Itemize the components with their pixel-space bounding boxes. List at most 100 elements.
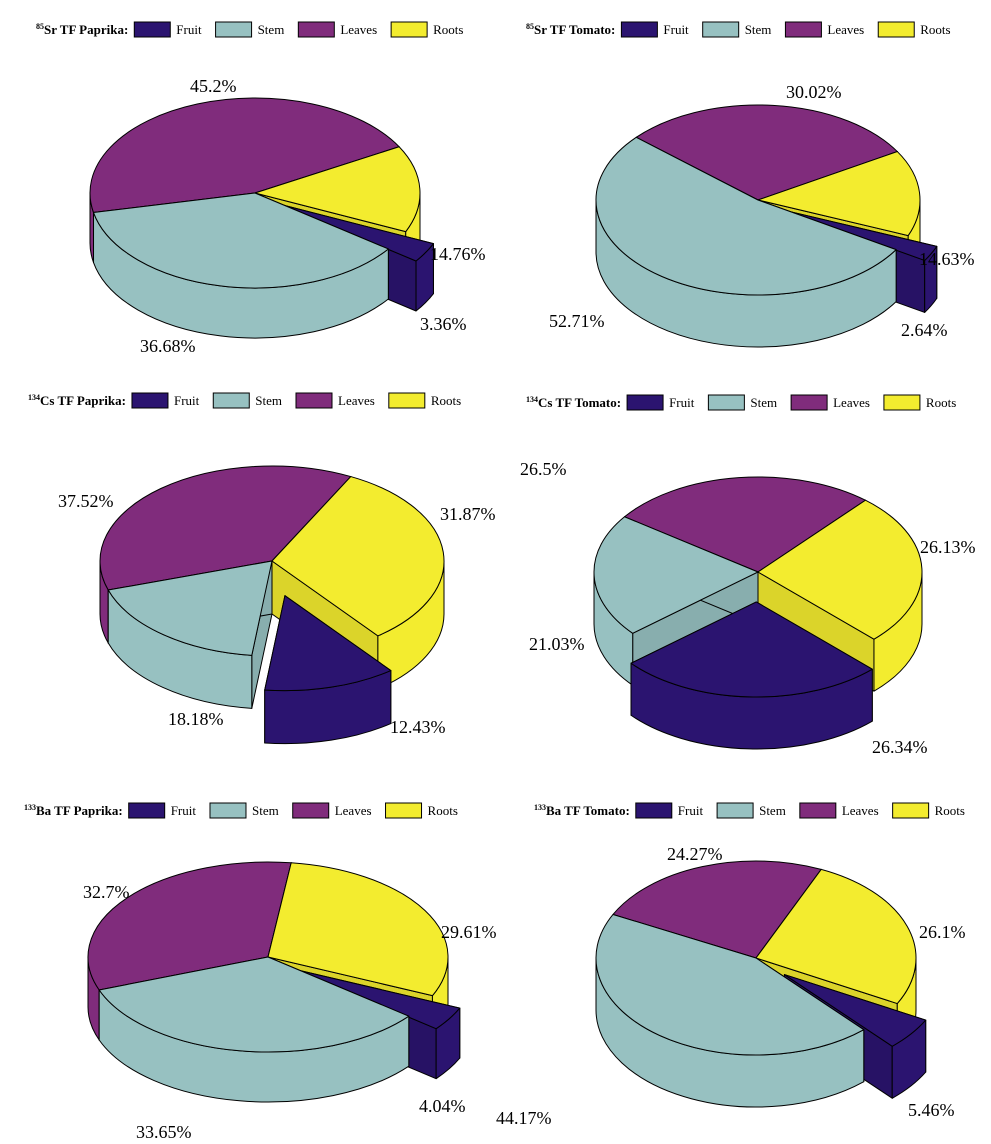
slice-top-stem — [98, 956, 410, 1053]
pie-labels: 5.46% 44.17% 24.27% 26.1% — [496, 844, 966, 1128]
legend-swatch-fruit — [626, 394, 664, 411]
slice-top-stem — [107, 560, 273, 656]
legend: 85Sr TF Tomato: Fruit Stem Leaves Roots — [526, 21, 951, 38]
legend-label-fruit: Fruit — [678, 803, 704, 818]
legend-title-superscript: 133 — [24, 803, 36, 812]
slice-top-roots — [271, 476, 445, 637]
legend-swatch-leaves — [784, 21, 822, 38]
slice-top-leaves — [87, 861, 292, 991]
pie-slice-stem — [93, 192, 389, 339]
slice-top-stem — [595, 913, 865, 1056]
pie-panel-2: 85Sr TF Tomato: Fruit Stem Leaves Roots 2.64%… — [526, 21, 975, 348]
pie-panel-3: 134Cs TF Paprika: Fruit Stem Leaves Roots 12.… — [28, 392, 496, 745]
legend-title: 134Cs TF Tomato: — [526, 395, 621, 410]
legend-swatch-fruit — [635, 802, 673, 819]
pie-labels: 4.04% 33.65% 32.7% 29.61% — [83, 882, 497, 1142]
pct-label-leaves: 30.02% — [786, 82, 842, 102]
legend-label-roots: Roots — [926, 395, 956, 410]
slice-top-stem — [593, 516, 759, 634]
pie-slices — [595, 860, 927, 1108]
pct-label-roots: 14.76% — [430, 244, 486, 264]
pct-label-fruit: 5.46% — [908, 1100, 955, 1120]
legend-label-stem: Stem — [258, 22, 285, 37]
pct-label-roots: 26.13% — [920, 537, 976, 557]
legend-swatch-stem — [209, 802, 247, 819]
legend: 134Cs TF Tomato: Fruit Stem Leaves Roots — [526, 394, 956, 411]
pie-slices — [87, 861, 461, 1103]
legend-label-fruit: Fruit — [174, 393, 200, 408]
legend-swatch-fruit — [131, 392, 169, 409]
legend-swatch-stem — [707, 394, 745, 411]
legend-title-superscript: 85 — [526, 22, 534, 31]
legend-label-fruit: Fruit — [669, 395, 695, 410]
slice-top-roots — [267, 862, 449, 997]
legend-swatch-roots — [390, 21, 428, 38]
slice-top-fruit — [294, 968, 461, 1030]
pie-labels: 12.43% 18.18% 37.52% 31.87% — [58, 491, 496, 737]
pct-label-fruit: 4.04% — [419, 1096, 466, 1116]
legend-label-leaves: Leaves — [833, 395, 870, 410]
legend-label-leaves: Leaves — [827, 22, 864, 37]
legend-swatch-stem — [716, 802, 754, 819]
legend-swatch-stem — [212, 392, 250, 409]
slice-top-fruit — [264, 595, 392, 692]
pie-slice-stem — [595, 913, 865, 1108]
legend-title-text: Ba TF Tomato: — [546, 803, 630, 818]
pie-slices — [593, 476, 923, 750]
legend-label-roots: Roots — [935, 803, 965, 818]
legend-label-fruit: Fruit — [171, 803, 197, 818]
pie-labels: 3.36% 36.68% 45.2% 14.76% — [140, 76, 486, 356]
legend-swatch-stem — [702, 21, 740, 38]
legend-label-leaves: Leaves — [338, 393, 375, 408]
legend: 133Ba TF Paprika: Fruit Stem Leaves Roots — [24, 802, 458, 819]
legend-swatch-roots — [385, 802, 423, 819]
pct-label-leaves: 26.5% — [520, 459, 567, 479]
legend: 134Cs TF Paprika: Fruit Stem Leaves Roots — [28, 392, 461, 409]
legend-label-roots: Roots — [428, 803, 458, 818]
legend-title-text: Cs TF Paprika: — [40, 393, 126, 408]
legend: 85Sr TF Paprika: Fruit Stem Leaves Roots — [36, 21, 463, 38]
legend-title-superscript: 85 — [36, 22, 44, 31]
pct-label-fruit: 12.43% — [390, 717, 446, 737]
pct-label-stem: 21.03% — [529, 634, 585, 654]
legend-title: 134Cs TF Paprika: — [28, 393, 126, 408]
pie-panel-5: 133Ba TF Paprika: Fruit Stem Leaves Roots 4.0… — [24, 802, 497, 1142]
pct-label-leaves: 24.27% — [667, 844, 723, 864]
pct-label-stem: 52.71% — [549, 311, 605, 331]
pie-panel-6: 133Ba TF Tomato: Fruit Stem Leaves Roots 5.46… — [496, 802, 966, 1128]
pct-label-fruit: 2.64% — [901, 320, 948, 340]
legend-swatch-leaves — [292, 802, 330, 819]
legend-label-leaves: Leaves — [842, 803, 879, 818]
legend-label-stem: Stem — [750, 395, 777, 410]
legend-title-text: Sr TF Tomato: — [534, 22, 615, 37]
pct-label-leaves: 45.2% — [190, 76, 237, 96]
pct-label-stem: 33.65% — [136, 1122, 192, 1142]
legend-label-roots: Roots — [920, 22, 950, 37]
pie-slice-stem — [107, 560, 273, 709]
legend-label-roots: Roots — [431, 393, 461, 408]
slice-top-fruit — [630, 601, 873, 698]
pct-label-stem: 18.18% — [168, 709, 224, 729]
pie-slices — [595, 104, 938, 348]
legend-swatch-leaves — [799, 802, 837, 819]
legend-title-text: Ba TF Paprika: — [36, 803, 123, 818]
slice-top-fruit — [786, 210, 938, 261]
slice-top-leaves — [624, 476, 866, 573]
pie-slice-fruit — [630, 601, 873, 750]
legend-swatch-fruit — [128, 802, 166, 819]
legend-label-stem: Stem — [255, 393, 282, 408]
legend-title-superscript: 133 — [534, 803, 546, 812]
slice-top-stem — [93, 192, 389, 289]
legend-title-superscript: 134 — [526, 395, 538, 404]
legend-swatch-roots — [388, 392, 426, 409]
pct-label-roots: 26.1% — [919, 922, 966, 942]
pie-labels: 26.34% 21.03% 26.5% 26.13% — [520, 459, 976, 757]
pct-label-leaves: 37.52% — [58, 491, 114, 511]
slice-top-roots — [254, 146, 421, 233]
legend-swatch-fruit — [620, 21, 658, 38]
legend-swatch-roots — [892, 802, 930, 819]
legend-label-stem: Stem — [759, 803, 786, 818]
pie-panel-4: 134Cs TF Tomato: Fruit Stem Leaves Roots 26.3… — [520, 394, 976, 757]
slice-top-roots — [757, 499, 923, 640]
